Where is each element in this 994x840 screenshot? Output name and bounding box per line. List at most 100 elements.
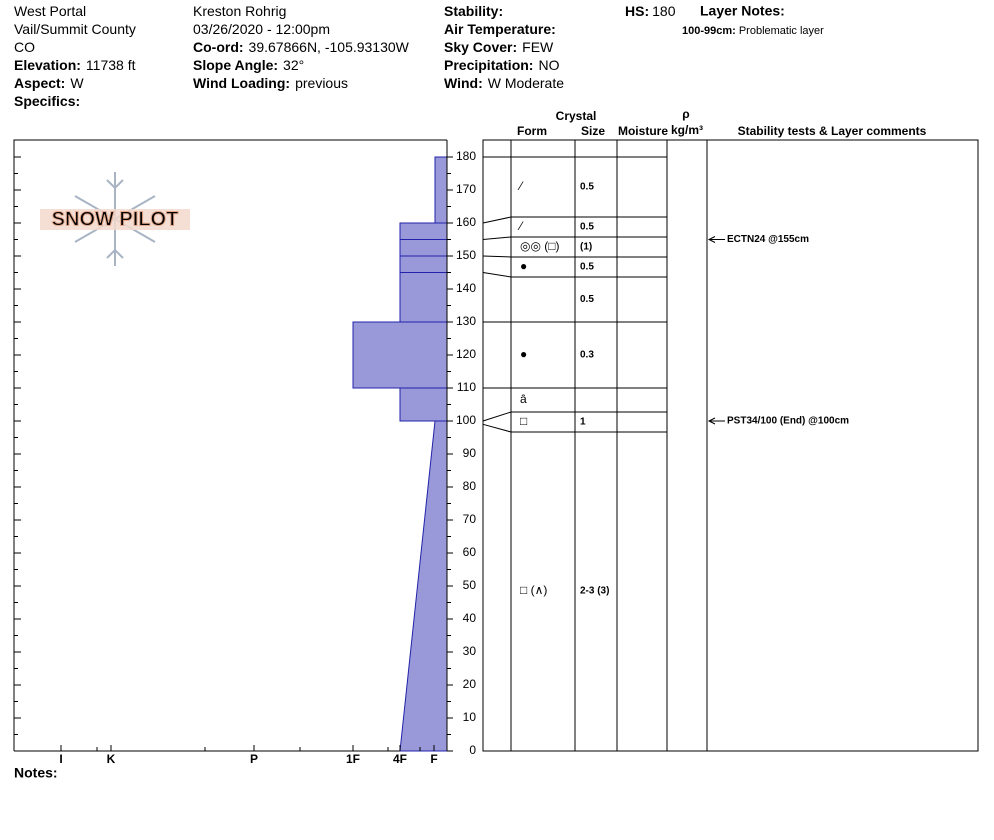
layer-connector	[482, 411, 512, 422]
hardness-bar	[399, 239, 448, 257]
header-field: Air Temperature:	[444, 21, 556, 37]
snowflake-branch	[106, 179, 124, 190]
crystal-size: 0.5	[580, 222, 594, 233]
header-moisture: Moisture	[618, 124, 668, 138]
stability-test: ECTN24 @155cm	[727, 234, 809, 245]
crystal-form: ◎◎ (□)	[520, 239, 560, 253]
crystal-form: □	[520, 414, 527, 428]
layer-connector	[482, 272, 512, 278]
field-value: Vail/Summit County	[14, 21, 136, 37]
table-frame	[482, 139, 979, 752]
field-value: CO	[14, 39, 35, 55]
header-field: 03/26/2020 - 12:00pm	[193, 21, 330, 37]
hs-label: HS:	[625, 3, 649, 19]
field-value: 39.67866N, -105.93130W	[249, 39, 410, 55]
header-form: Form	[517, 124, 547, 138]
note-range: 100-99cm:	[682, 25, 736, 37]
y-tick-label: 80	[463, 479, 477, 493]
layer-note: 100-99cm: Problematic layer	[682, 25, 824, 37]
y-tick-label: 130	[456, 314, 476, 328]
test-arrowhead	[707, 236, 716, 243]
x-tick-label: P	[250, 752, 258, 766]
field-label: Elevation:	[14, 57, 81, 73]
field-label: Precipitation:	[444, 57, 533, 73]
crystal-size: 2-3 (3)	[580, 586, 609, 597]
hardness-bar	[399, 222, 448, 240]
stability-test: PST34/100 (End) @100cm	[727, 416, 849, 427]
layer-connector	[482, 255, 512, 258]
field-label: Air Temperature:	[444, 21, 556, 37]
y-tick-label: 60	[463, 545, 477, 559]
y-tick-label: 100	[456, 413, 476, 427]
x-tick-label: 4F	[393, 752, 407, 766]
layer-connector	[482, 236, 512, 240]
hardness-bar	[434, 156, 448, 224]
logo-text: SNOW PILOT	[52, 208, 179, 230]
header-field: Elevation: 11738 ft	[14, 57, 136, 73]
field-value: FEW	[522, 39, 554, 55]
field-value: West Portal	[14, 3, 86, 19]
header-size: Size	[581, 124, 605, 138]
header-field: Aspect: W	[14, 75, 84, 91]
field-label: Stability:	[444, 3, 503, 19]
field-label: Sky Cover:	[444, 39, 517, 55]
x-tick-label: 1F	[346, 752, 360, 766]
hardness-bar	[352, 321, 448, 389]
layer-connector	[482, 423, 512, 433]
field-value: Kreston Rohrig	[193, 3, 286, 19]
y-tick-label: 70	[463, 512, 477, 526]
layer-notes-label: Layer Notes:	[700, 3, 785, 19]
header-field: CO	[14, 39, 35, 55]
x-tick-label: I	[59, 752, 62, 766]
layer-connector	[482, 216, 512, 224]
header-field: Wind Loading: previous	[193, 75, 348, 91]
crystal-form: ●	[520, 259, 527, 273]
header-density-symbol: ρ	[682, 107, 689, 121]
header-crystal: Crystal	[556, 109, 597, 123]
crystal-form: ⁄	[517, 179, 524, 193]
header-field: Specifics:	[14, 93, 80, 109]
y-tick-label: 50	[463, 578, 477, 592]
chart-frame	[13, 139, 447, 751]
field-value: 03/26/2020 - 12:00pm	[193, 21, 330, 37]
field-value: 32°	[283, 57, 304, 73]
crystal-size: 0.3	[580, 350, 594, 361]
y-tick-label: 140	[456, 281, 476, 295]
note-text: Problematic layer	[739, 25, 824, 37]
header-field: Vail/Summit County	[14, 21, 136, 37]
hs-value: 180	[652, 3, 676, 19]
header-field: Kreston Rohrig	[193, 3, 286, 19]
y-tick-label: 150	[456, 248, 476, 262]
hs: HS: 180	[625, 3, 676, 19]
crystal-size: 0.5	[580, 182, 594, 193]
y-tick-label: 0	[469, 743, 476, 757]
field-value: NO	[538, 57, 559, 73]
crystal-size: 0.5	[580, 294, 594, 305]
header-field: Wind: W Moderate	[444, 75, 564, 91]
test-arrowhead	[707, 417, 716, 425]
y-tick-label: 120	[456, 347, 476, 361]
y-tick-label: 20	[463, 677, 477, 691]
x-tick-label: F	[430, 752, 437, 766]
crystal-form: □ (∧)	[520, 583, 547, 597]
y-tick-label: 170	[456, 182, 476, 196]
hardness-gradient	[399, 420, 448, 752]
crystal-size: (1)	[580, 242, 592, 253]
header-field: Stability:	[444, 3, 503, 19]
field-label: Slope Angle:	[193, 57, 278, 73]
header-field: West Portal	[14, 3, 86, 19]
y-tick-label: 180	[456, 149, 476, 163]
snowflake-branch	[106, 248, 124, 259]
y-tick-label: 40	[463, 611, 477, 625]
field-value: W	[70, 75, 84, 91]
field-label: Co-ord:	[193, 39, 244, 55]
header-field: Co-ord: 39.67866N, -105.93130W	[193, 39, 410, 55]
crystal-form: ⁄	[517, 219, 524, 233]
hardness-bar	[399, 255, 448, 273]
field-label: Aspect:	[14, 75, 65, 91]
x-tick-label: K	[107, 752, 116, 766]
field-label: Wind Loading:	[193, 75, 290, 91]
hardness-bar	[399, 272, 448, 323]
field-label: Wind:	[444, 75, 483, 91]
